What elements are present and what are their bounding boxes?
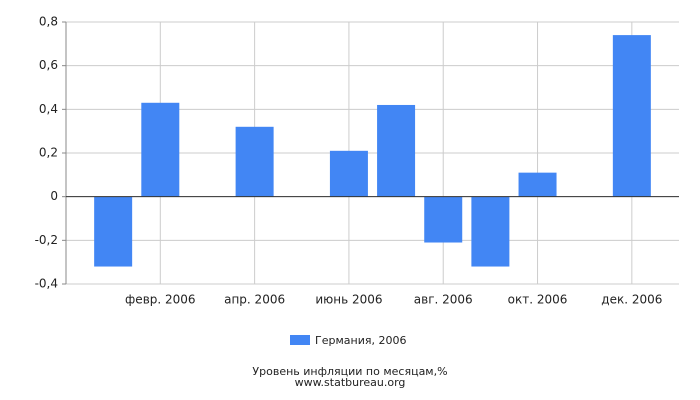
x-tick-label: февр. 2006 <box>125 293 196 307</box>
x-tick-label: дек. 2006 <box>601 293 662 307</box>
y-tick-label: 0,8 <box>39 15 58 29</box>
x-tick-label: авг. 2006 <box>414 293 473 307</box>
bar <box>471 196 510 267</box>
y-tick-label: 0 <box>50 189 58 203</box>
chart-source: www.statbureau.org <box>295 376 406 389</box>
y-tick-label: -0,2 <box>35 233 58 247</box>
chart-caption: Уровень инфляции по месяцам,% <box>252 365 447 378</box>
bar <box>424 196 463 243</box>
bar <box>518 172 557 197</box>
legend-swatch <box>290 335 310 345</box>
legend-label: Германия, 2006 <box>315 334 406 347</box>
bar <box>235 126 274 197</box>
y-tick-label: -0,4 <box>35 277 58 291</box>
x-tick-label: окт. 2006 <box>508 293 568 307</box>
y-tick-label: 0,2 <box>39 146 58 160</box>
x-tick-label: апр. 2006 <box>224 293 285 307</box>
x-tick-label: июнь 2006 <box>315 293 382 307</box>
bar <box>377 104 416 197</box>
y-tick-label: 0,6 <box>39 58 58 72</box>
bar <box>612 35 651 197</box>
y-tick-label: 0,4 <box>39 102 58 116</box>
bar <box>141 102 180 197</box>
bar <box>329 150 368 197</box>
bar <box>94 196 133 267</box>
